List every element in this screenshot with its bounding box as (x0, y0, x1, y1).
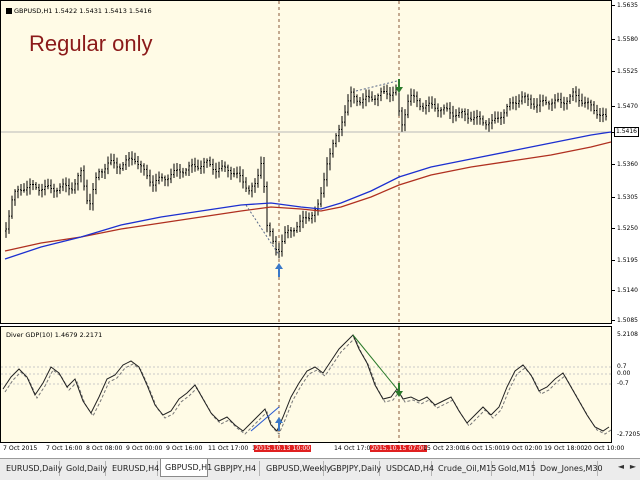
price-axis-tick (612, 132, 615, 133)
indicator-axis-label: 5.2108 (617, 331, 638, 338)
time-axis-label: 14 Oct 17:00 (334, 445, 375, 452)
current-price-marker: 1.5416 (614, 127, 639, 137)
chart-header: GBPUSD,H1 1.5422 1.5431 1.5413 1.5416 (6, 7, 152, 15)
time-axis-label: 8 Oct 08:00 (86, 445, 123, 452)
price-axis-label: 1.5360 (617, 161, 638, 168)
indicator-axis-label: -2.7205 (617, 431, 640, 438)
indicator-signal-line (4, 337, 611, 435)
chart-tab[interactable]: EURUSD,Daily (2, 461, 62, 476)
chart-tab[interactable]: GBPJPY,Daily (326, 461, 381, 476)
time-axis-label: 2015.10.13 10:00 (254, 445, 312, 452)
price-axis-label: 1.5470 (617, 103, 638, 110)
price-axis-tick (612, 71, 615, 72)
price-axis-label: 1.5305 (617, 194, 638, 201)
price-axis-label: 1.5140 (617, 287, 638, 294)
price-axis-label: 1.5195 (617, 257, 638, 264)
price-axis-tick (612, 164, 615, 165)
tab-next-arrow[interactable]: ► (629, 462, 637, 471)
price-axis-tick (612, 320, 615, 321)
indicator-main-line (2, 334, 610, 432)
symbol-icon (6, 8, 12, 14)
sell-arrow-icon (395, 383, 403, 397)
price-axis-tick (612, 260, 615, 261)
price-axis-tick (612, 39, 615, 40)
chart-tab[interactable]: GBPUSD,H1 (160, 459, 212, 477)
time-axis-label: 9 Oct 00:00 (126, 445, 163, 452)
indicator-canvas (1, 327, 611, 442)
chart-tab[interactable]: Gold,Daily (62, 461, 107, 476)
indicator-divergence-line (250, 406, 280, 432)
divergence-connector (245, 204, 280, 256)
indicator-axis-label: -0.7 (617, 380, 629, 387)
price-axis: 1.56351.55801.55251.54701.54151.53601.53… (612, 0, 640, 324)
indicator-panel[interactable]: Diver GDP(10) 1.4679 2.2171 (0, 326, 612, 443)
chart-tab[interactable]: USDCAD,H4 (382, 461, 434, 476)
price-axis-tick (612, 228, 615, 229)
moving-average-blue (4, 131, 611, 260)
chart-tab[interactable]: GBPJPY,H4 (210, 461, 260, 476)
price-axis-tick (612, 197, 615, 198)
indicator-axis-label: 0.00 (617, 370, 631, 377)
divergence-connector (355, 80, 398, 92)
indicator-divergence-line (352, 334, 398, 390)
time-axis: 7 Oct 2015 7 Oct 16:00 8 Oct 08:00 9 Oct 00… (0, 443, 640, 456)
time-axis-label: 2015.10.15 07:00 (370, 445, 428, 452)
price-axis-label: 1.5580 (617, 36, 638, 43)
buy-arrow-icon (275, 417, 283, 431)
buy-arrow-icon (275, 263, 283, 277)
time-axis-label: 11 Oct 17:00 (208, 445, 249, 452)
indicator-axis: 5.2108 0.7 0.00 -0.7 -2.7205 (612, 326, 640, 443)
price-chart-panel[interactable]: GBPUSD,H1 1.5422 1.5431 1.5413 1.5416 Re… (0, 0, 612, 324)
time-axis-label: 7 Oct 2015 (3, 445, 38, 452)
time-axis-label: 9 Oct 16:00 (166, 445, 203, 452)
chart-tabs-bar: EURUSD,Daily Gold,Daily EURUSD,H4 GBPUSD,H1… (0, 458, 640, 480)
moving-average-red (4, 141, 611, 252)
chart-header-text: GBPUSD,H1 1.5422 1.5431 1.5413 1.5416 (14, 7, 152, 15)
tab-prev-arrow[interactable]: ◄ (617, 462, 625, 471)
sell-arrow-icon (395, 79, 403, 93)
time-axis-label: 16 Oct 15:00 (462, 445, 503, 452)
chart-tab[interactable]: Gold,M15 (494, 461, 536, 476)
price-axis-tick (612, 106, 615, 107)
price-chart-canvas (1, 1, 611, 323)
time-axis-label: 19 Oct 02:00 (502, 445, 543, 452)
price-axis-label: 1.5085 (617, 317, 638, 324)
indicator-axis-label: 0.7 (617, 363, 627, 370)
time-axis-label: 7 Oct 16:00 (46, 445, 83, 452)
chart-tab[interactable]: EURUSD,H4 (108, 461, 159, 476)
price-axis-label: 1.5250 (617, 225, 638, 232)
time-axis-label: 15 Oct 23:00 (423, 445, 464, 452)
price-axis-label: 1.5635 (617, 2, 638, 9)
indicator-title: Diver GDP(10) 1.4679 2.2171 (6, 331, 103, 339)
price-axis-tick (612, 290, 615, 291)
price-axis-tick (612, 5, 615, 6)
chart-tab[interactable]: Crude_Oil,M15 (434, 461, 496, 476)
chart-tab[interactable]: GBPUSD,Weekly (262, 461, 331, 476)
overlay-label: Regular only (29, 31, 153, 56)
time-axis-label: 19 Oct 18:00 (544, 445, 585, 452)
time-axis-label: 20 Oct 10:00 (584, 445, 625, 452)
price-axis-label: 1.5525 (617, 68, 638, 75)
chart-tab[interactable]: Dow_Jones,M30 (536, 461, 603, 476)
